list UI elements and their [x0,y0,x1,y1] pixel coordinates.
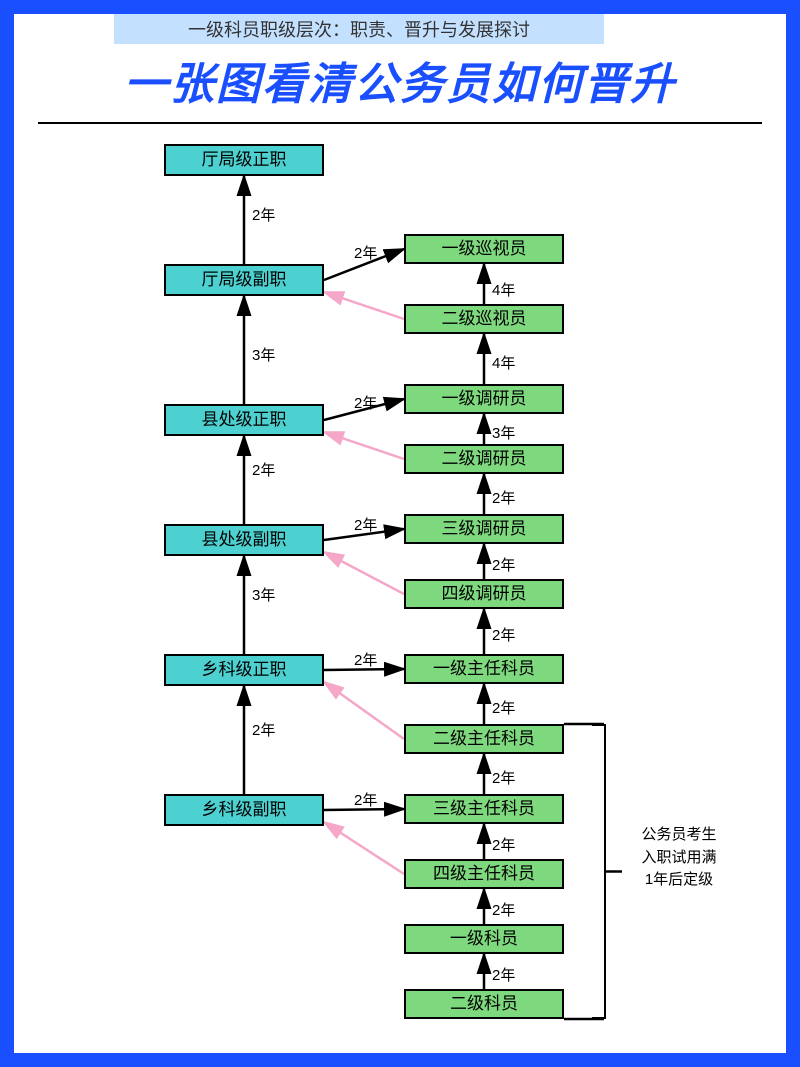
node-r6: 四级调研员 [404,579,564,609]
edge-label: 2年 [354,514,377,535]
node-t5: 乡科级正职 [164,654,324,686]
frame: 一级科员职级层次：职责、晋升与发展探讨 一张图看清公务员如何晋升 厅局级正职厅局… [0,0,800,1067]
edge-label: 2年 [492,964,515,985]
node-r8: 二级主任科员 [404,724,564,754]
divider [38,122,762,124]
top-banner: 一级科员职级层次：职责、晋升与发展探讨 [114,14,604,44]
node-t1: 厅局级正职 [164,144,324,176]
edge-label: 3年 [252,344,275,365]
edge-label: 3年 [252,584,275,605]
edge-label: 2年 [492,697,515,718]
node-t4: 县处级副职 [164,524,324,556]
node-r11: 一级科员 [404,924,564,954]
edge-label: 2年 [492,767,515,788]
flowchart-canvas: 厅局级正职厅局级副职县处级正职县处级副职乡科级正职乡科级副职 一级巡视员二级巡视员… [14,134,786,1054]
node-r5: 三级调研员 [404,514,564,544]
edge-label: 2年 [252,719,275,740]
node-r12: 二级科员 [404,989,564,1019]
edge-label: 3年 [492,422,515,443]
node-r7: 一级主任科员 [404,654,564,684]
edge-label: 2年 [492,487,515,508]
edge-label: 2年 [252,204,275,225]
bracket [604,724,606,1019]
edge-label: 4年 [492,352,515,373]
node-r10: 四级主任科员 [404,859,564,889]
edge-label: 2年 [252,459,275,480]
node-r1: 一级巡视员 [404,234,564,264]
edge-label: 2年 [492,554,515,575]
edge-label: 2年 [354,789,377,810]
edge-label: 2年 [492,834,515,855]
edge-label: 2年 [492,899,515,920]
edge-label: 4年 [492,279,515,300]
node-t6: 乡科级副职 [164,794,324,826]
node-r2: 二级巡视员 [404,304,564,334]
node-r3: 一级调研员 [404,384,564,414]
edge-label: 2年 [354,392,377,413]
edge-label: 2年 [354,649,377,670]
node-r9: 三级主任科员 [404,794,564,824]
arrow-layer [14,134,786,1054]
side-note: 公务员考生入职试用满1年后定级 [634,824,724,892]
node-t3: 县处级正职 [164,404,324,436]
node-t2: 厅局级副职 [164,264,324,296]
edge-label: 2年 [354,242,377,263]
edge-label: 2年 [492,624,515,645]
node-r4: 二级调研员 [404,444,564,474]
